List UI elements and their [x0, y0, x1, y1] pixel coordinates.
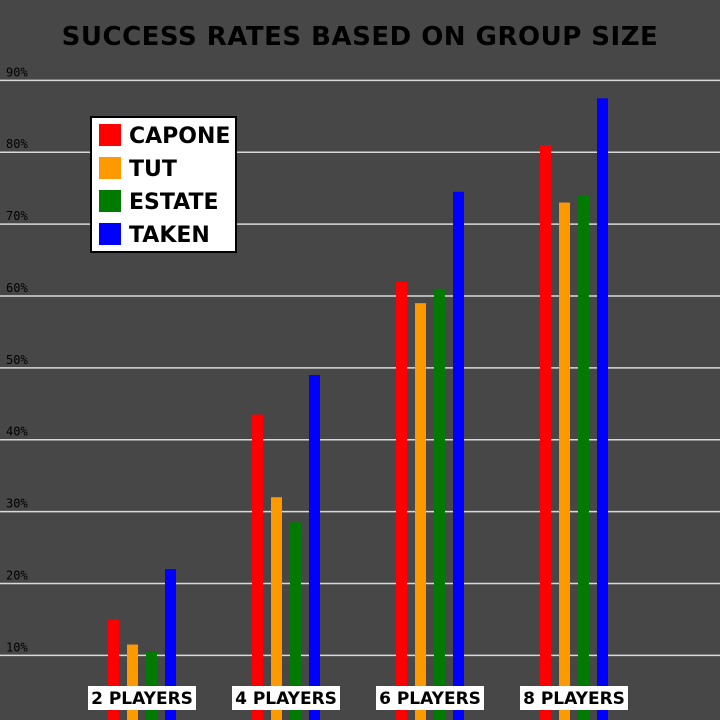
legend-item-capone: CAPONE: [99, 124, 230, 149]
y-tick-label: 90%: [6, 65, 28, 79]
category-label-text: 2 PLAYERS: [91, 689, 193, 709]
category-label-text: 4 PLAYERS: [235, 689, 337, 709]
y-tick-label: 70%: [6, 209, 28, 223]
legend-label: TUT: [129, 157, 177, 182]
y-tick-labels: 10% 20% 30% 40% 50% 60% 70% 80% 90%: [6, 65, 28, 654]
category-label-bg: [232, 686, 340, 710]
category-label: 2 PLAYERS: [88, 686, 196, 710]
legend-swatch: [99, 223, 121, 245]
bar-taken-3: [453, 191, 464, 720]
category-label: 6 PLAYERS: [376, 686, 484, 710]
bar-capone-1: [108, 619, 119, 720]
category-labels: 2 PLAYERS 4 PLAYERS 6 PLAYERS 8 PLAYERS: [88, 686, 628, 710]
bar-estate-1: [146, 651, 157, 720]
legend-item-taken: TAKEN: [99, 223, 210, 248]
y-tick-label: 40%: [6, 425, 28, 439]
bar-tut-1: [127, 644, 138, 720]
y-tick-label: 20%: [6, 568, 28, 582]
category-label-bg: [520, 686, 628, 710]
category-label: 4 PLAYERS: [232, 686, 340, 710]
bar-estate-3: [434, 288, 445, 720]
bar-estate-4: [578, 195, 589, 720]
bar-capone-4: [540, 145, 551, 720]
y-tick-label: 30%: [6, 497, 28, 511]
bar-capone-2: [252, 414, 263, 720]
legend-swatch: [99, 157, 121, 179]
category-label-bg: [88, 686, 196, 710]
category-label-bg: [376, 686, 484, 710]
bar-estate-2: [290, 522, 301, 720]
bar-taken-2: [309, 375, 320, 720]
legend-swatch: [99, 190, 121, 212]
y-tick-label: 80%: [6, 137, 28, 151]
legend-label: TAKEN: [129, 223, 210, 248]
legend-item-tut: TUT: [99, 157, 177, 182]
bar-taken-1: [165, 569, 176, 720]
chart-title: SUCCESS RATES BASED ON GROUP SIZE: [62, 22, 659, 52]
category-label: 8 PLAYERS: [520, 686, 628, 710]
bar-tut-2: [271, 497, 282, 720]
legend-label: ESTATE: [129, 190, 219, 215]
bar-tut-4: [559, 202, 570, 720]
category-label-text: 6 PLAYERS: [379, 689, 481, 709]
legend: CAPONE TUT ESTATE TAKEN: [90, 116, 237, 253]
bars: [108, 98, 608, 720]
y-tick-label: 50%: [6, 353, 28, 367]
legend-item-estate: ESTATE: [99, 190, 219, 215]
bar-tut-3: [415, 303, 426, 720]
y-tick-label: 10%: [6, 640, 28, 654]
y-tick-label: 60%: [6, 281, 28, 295]
legend-label: CAPONE: [129, 124, 230, 149]
legend-swatch: [99, 124, 121, 146]
bar-capone-3: [396, 281, 407, 720]
bar-taken-4: [597, 98, 608, 720]
category-label-text: 8 PLAYERS: [523, 689, 625, 709]
